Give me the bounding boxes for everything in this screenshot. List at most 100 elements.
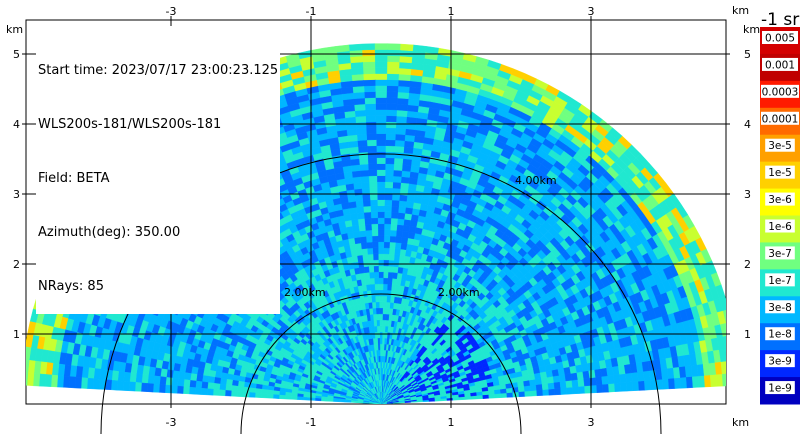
field-cell	[374, 283, 380, 291]
field-cell	[398, 194, 408, 202]
field-cell	[402, 152, 413, 160]
field-cell	[375, 103, 387, 110]
field-cell	[368, 271, 375, 279]
field-cell	[386, 295, 391, 303]
field-cell	[359, 163, 369, 171]
field-cell	[386, 97, 398, 105]
field-cell	[403, 140, 415, 148]
field-cell	[386, 67, 400, 75]
field-cell	[383, 241, 390, 249]
field-cell	[386, 289, 392, 297]
field-cell	[372, 241, 379, 249]
field-cell	[566, 386, 574, 395]
field-cell	[376, 187, 386, 194]
field-cell	[632, 381, 640, 392]
field-cell	[715, 373, 724, 387]
field-cell	[400, 242, 408, 251]
field-cell	[691, 375, 700, 388]
field-cell	[347, 140, 359, 148]
field-cell	[364, 223, 372, 231]
field-cell	[377, 241, 385, 249]
field-cell	[392, 266, 399, 274]
field-cell	[352, 91, 365, 100]
field-cell	[403, 218, 412, 227]
field-cell	[389, 296, 395, 303]
field-cell	[379, 337, 383, 345]
field-cell	[401, 170, 411, 178]
field-cell	[365, 235, 373, 243]
field-cell	[558, 374, 567, 382]
field-cell	[361, 43, 375, 51]
field-cell	[377, 199, 385, 207]
field-cell	[355, 121, 367, 129]
field-cell	[349, 49, 363, 58]
field-cell	[376, 151, 386, 158]
field-cell	[367, 151, 377, 159]
field-cell	[393, 254, 400, 262]
field-cell	[351, 79, 365, 88]
field-cell	[356, 133, 368, 141]
field-cell	[356, 206, 365, 214]
field-cell	[644, 379, 652, 391]
field-cell	[387, 277, 393, 285]
field-cell	[362, 55, 376, 63]
field-cell	[553, 381, 561, 389]
field-cell	[643, 370, 651, 381]
field-cell	[393, 163, 403, 171]
field-cell	[362, 199, 371, 207]
field-cell	[385, 313, 390, 321]
field-cell	[387, 43, 401, 51]
field-cell	[375, 307, 380, 315]
field-cell	[379, 319, 383, 327]
field-cell	[350, 218, 359, 227]
field-cell	[546, 376, 555, 384]
field-cell	[596, 384, 604, 393]
field-cell	[378, 289, 384, 297]
field-cell	[378, 253, 384, 260]
field-cell	[518, 391, 526, 398]
field-cell	[383, 259, 389, 267]
field-cell	[578, 385, 586, 394]
field-cell	[357, 218, 366, 226]
field-cell	[382, 283, 388, 291]
field-cell	[375, 91, 387, 98]
field-cell	[374, 295, 380, 303]
field-cell	[365, 115, 377, 123]
field-cell	[385, 145, 396, 153]
field-cell	[225, 378, 233, 386]
field-cell	[201, 375, 210, 383]
field-cell	[374, 55, 388, 62]
field-cell	[375, 301, 380, 309]
field-cell	[359, 230, 367, 238]
field-cell	[347, 195, 356, 203]
field-cell	[383, 247, 390, 255]
field-cell	[381, 331, 386, 339]
field-cell	[565, 380, 573, 388]
field-cell	[385, 109, 398, 117]
field-cell	[709, 374, 718, 387]
field-cell	[731, 347, 739, 361]
field-cell	[724, 348, 726, 357]
field-cell	[376, 163, 386, 170]
field-cell	[385, 127, 397, 135]
field-cell	[360, 242, 368, 250]
field-cell	[377, 247, 385, 255]
field-cell	[166, 369, 174, 379]
field-cell	[570, 372, 579, 381]
field-cell	[371, 223, 379, 231]
field-cell	[662, 378, 670, 390]
field-cell	[363, 73, 376, 81]
field-cell	[384, 319, 389, 327]
field-cell	[390, 217, 398, 225]
field-cell	[721, 373, 726, 387]
field-cell	[383, 253, 390, 261]
field-cell	[385, 121, 397, 129]
field-cell	[365, 121, 377, 129]
field-cell	[347, 134, 358, 142]
field-cell	[377, 211, 385, 219]
field-cell	[348, 43, 363, 52]
field-cell	[404, 134, 415, 142]
field-cell	[381, 343, 385, 351]
field-cell	[374, 67, 388, 74]
field-cell	[378, 265, 384, 272]
